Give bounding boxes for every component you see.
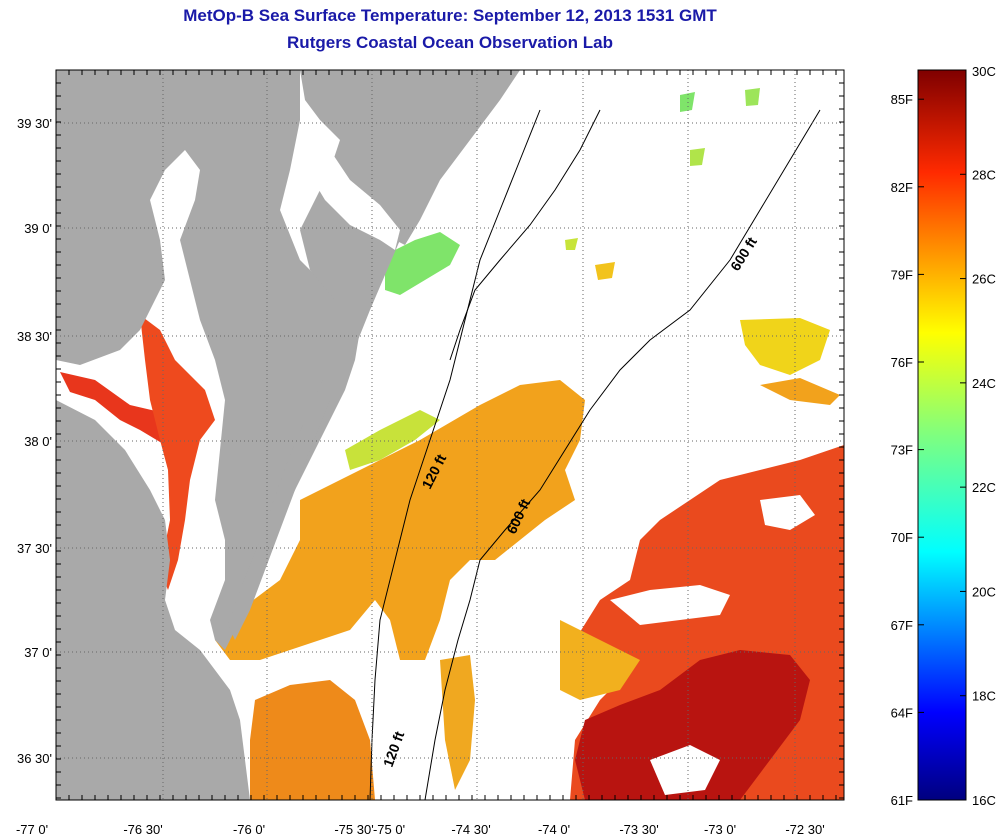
sst-small-patch	[595, 262, 615, 280]
colorbar-fahrenheit-label: 67F	[891, 618, 913, 633]
sst-cool-patch	[385, 232, 460, 295]
sst-small-patch	[565, 238, 578, 250]
colorbar-fahrenheit-label: 85F	[891, 92, 913, 107]
isobath-120ft-line	[369, 109, 541, 800]
lat-tick-label: 39 30'	[17, 116, 52, 131]
colorbar-fahrenheit-label: 79F	[891, 267, 913, 282]
land-layer	[56, 70, 520, 800]
colorbar-fahrenheit-label: 82F	[891, 180, 913, 195]
colorbar-fahrenheit-label: 64F	[891, 705, 913, 720]
lat-tick-label: 38 30'	[17, 329, 52, 344]
colorbar-celsius-label: 20C	[972, 584, 996, 599]
colorbar-labels: 30C 28C 26C 24C 22C 20C 18C 16C 85F 82F 79F 76F 73F 7…	[891, 64, 996, 808]
lon-tick-label: -72 30'	[785, 822, 824, 837]
lat-tick-label: 39 0'	[24, 221, 52, 236]
lat-tick-label: 37 0'	[24, 645, 52, 660]
delaware-bay	[300, 130, 400, 250]
sst-cool-patch	[345, 410, 440, 470]
cloud-gap	[760, 495, 815, 530]
sst-shelf-patch	[440, 655, 475, 790]
sst-front-patch	[560, 620, 640, 700]
isobath-shelf-line	[449, 109, 601, 361]
sst-bay-patch	[140, 315, 215, 590]
colorbar-celsius-label: 24C	[972, 376, 996, 391]
colorbar-celsius-label: 18C	[972, 689, 996, 704]
colorbar-fahrenheit-label: 76F	[891, 355, 913, 370]
sst-bay-patch	[60, 372, 172, 445]
sst-shelf-patch	[215, 380, 585, 660]
land-virginia	[56, 400, 250, 800]
colorbar-fahrenheit-label: 70F	[891, 530, 913, 545]
lat-tick-label: 37 30'	[17, 541, 52, 556]
map-subtitle: Rutgers Coastal Ocean Observation Lab	[287, 33, 613, 52]
cloud-gap	[650, 745, 720, 795]
lon-tick-label: -76 0'	[233, 822, 265, 837]
lon-tick-label: -75 0'	[373, 822, 405, 837]
colorbar	[917, 69, 967, 801]
colorbar-celsius-label: 30C	[972, 64, 996, 79]
isobath-600ft-line	[424, 109, 821, 800]
map-ticks: -77 0' -76 30' -76 0' -75 30' -75 0' -74 30' -…	[16, 69, 844, 837]
map-frame	[55, 69, 845, 801]
lon-tick-label: -76 30'	[123, 822, 162, 837]
lon-tick-label: -74 0'	[538, 822, 570, 837]
lon-tick-label: -73 30'	[619, 822, 658, 837]
colorbar-celsius-label: 16C	[972, 793, 996, 808]
land-new-jersey	[390, 70, 520, 245]
lon-tick-label: -75 30'	[334, 822, 373, 837]
sst-shelf-patch	[250, 680, 375, 800]
sst-warm-patch	[740, 318, 830, 375]
sst-warm-patch	[760, 378, 840, 405]
colorbar-celsius-label: 22C	[972, 480, 996, 495]
sst-small-patch	[690, 148, 705, 166]
sst-gulfstream-core	[575, 650, 810, 800]
sst-data-layer	[60, 88, 844, 800]
map-title: MetOp-B Sea Surface Temperature: Septemb…	[183, 6, 717, 25]
colorbar-fahrenheit-label: 61F	[891, 793, 913, 808]
land-delmarva	[228, 70, 520, 640]
colorbar-fahrenheit-label: 73F	[891, 443, 913, 458]
isobath-layer	[369, 109, 821, 800]
colorbar-celsius-label: 28C	[972, 167, 996, 182]
lon-tick-label: -73 0'	[704, 822, 736, 837]
colorbar-celsius-label: 26C	[972, 272, 996, 287]
sst-small-patch	[745, 88, 760, 106]
lon-tick-label: -77 0'	[16, 822, 48, 837]
lat-tick-label: 38 0'	[24, 434, 52, 449]
cloud-gap	[610, 585, 730, 625]
lon-tick-label: -74 30'	[451, 822, 490, 837]
graticule	[56, 70, 844, 800]
lat-tick-label: 36 30'	[17, 751, 52, 766]
